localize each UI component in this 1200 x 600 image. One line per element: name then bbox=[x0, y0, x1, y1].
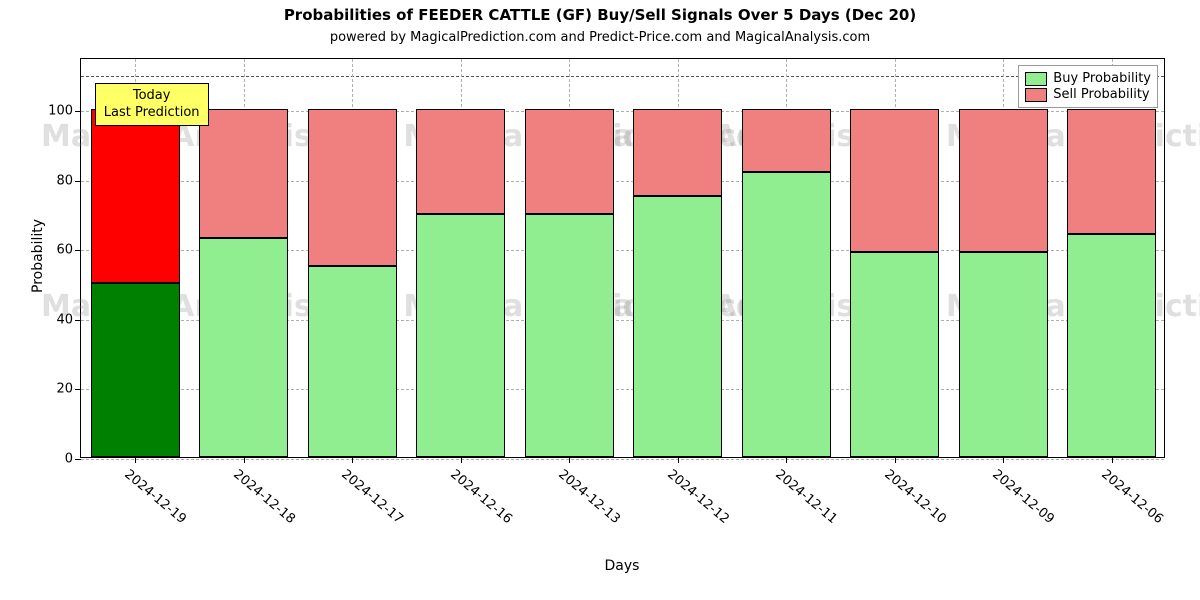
plot-area: MagicalAnalysis.com MagicalPrediction.co… bbox=[80, 58, 1165, 458]
bar-sell bbox=[525, 109, 614, 213]
chart-title: Probabilities of FEEDER CATTLE (GF) Buy/… bbox=[0, 6, 1200, 24]
xtick-label: 2024-12-12 bbox=[664, 467, 732, 527]
x-axis-label: Days bbox=[605, 558, 640, 574]
ytick-mark bbox=[75, 111, 81, 112]
legend-item: Sell Probability bbox=[1025, 87, 1151, 102]
bar-buy bbox=[742, 172, 831, 457]
bar-sell bbox=[1067, 109, 1156, 234]
xtick-label: 2024-12-18 bbox=[230, 467, 298, 527]
xtick-mark bbox=[1003, 457, 1004, 463]
ytick-label: 40 bbox=[56, 312, 73, 327]
bar-buy bbox=[525, 214, 614, 457]
xtick-mark bbox=[786, 457, 787, 463]
legend: Buy ProbabilitySell Probability bbox=[1018, 65, 1158, 108]
xtick-label: 2024-12-16 bbox=[447, 467, 515, 527]
ytick-label: 100 bbox=[48, 104, 73, 119]
ytick-label: 20 bbox=[56, 382, 73, 397]
bar-group bbox=[850, 57, 939, 457]
annotation-line-1: Today bbox=[104, 88, 200, 104]
bar-sell bbox=[199, 109, 288, 238]
legend-item: Buy Probability bbox=[1025, 71, 1151, 86]
bar-buy bbox=[199, 238, 288, 457]
xtick-mark bbox=[461, 457, 462, 463]
y-axis-label: Probability bbox=[30, 219, 46, 293]
ytick-label: 60 bbox=[56, 243, 73, 258]
bar-buy bbox=[416, 214, 505, 457]
bar-buy bbox=[633, 196, 722, 457]
bar-group bbox=[525, 57, 614, 457]
bar-buy bbox=[1067, 234, 1156, 457]
xtick-label: 2024-12-06 bbox=[1098, 467, 1166, 527]
xtick-mark bbox=[135, 457, 136, 463]
ytick-mark bbox=[75, 181, 81, 182]
bar-group bbox=[742, 57, 831, 457]
xtick-label: 2024-12-10 bbox=[881, 467, 949, 527]
bar-sell bbox=[91, 109, 180, 283]
figure: Probabilities of FEEDER CATTLE (GF) Buy/… bbox=[0, 0, 1200, 600]
bar-buy bbox=[308, 266, 397, 457]
xtick-mark bbox=[352, 457, 353, 463]
xtick-mark bbox=[244, 457, 245, 463]
xtick-mark bbox=[895, 457, 896, 463]
ytick-mark bbox=[75, 459, 81, 460]
bar-sell bbox=[308, 109, 397, 266]
today-annotation: TodayLast Prediction bbox=[95, 83, 209, 126]
chart-subtitle: powered by MagicalPrediction.com and Pre… bbox=[0, 30, 1200, 45]
legend-label: Sell Probability bbox=[1053, 87, 1149, 102]
ytick-label: 80 bbox=[56, 173, 73, 188]
bar-sell bbox=[742, 109, 831, 172]
ytick-mark bbox=[75, 320, 81, 321]
bar-sell bbox=[959, 109, 1048, 252]
ytick-mark bbox=[75, 250, 81, 251]
bar-buy bbox=[91, 283, 180, 457]
legend-swatch bbox=[1025, 88, 1047, 102]
bar-sell bbox=[850, 109, 939, 252]
bar-group bbox=[416, 57, 505, 457]
bar-buy bbox=[959, 252, 1048, 457]
bar-group bbox=[1067, 57, 1156, 457]
ytick-mark bbox=[75, 389, 81, 390]
annotation-line-2: Last Prediction bbox=[104, 105, 200, 121]
xtick-label: 2024-12-13 bbox=[556, 467, 624, 527]
bar-buy bbox=[850, 252, 939, 457]
xtick-label: 2024-12-11 bbox=[773, 467, 841, 527]
legend-swatch bbox=[1025, 72, 1047, 86]
bar-group bbox=[308, 57, 397, 457]
plot-inner: MagicalAnalysis.com MagicalPrediction.co… bbox=[81, 59, 1164, 457]
ytick-label: 0 bbox=[65, 452, 73, 467]
xtick-label: 2024-12-19 bbox=[122, 467, 190, 527]
xtick-mark bbox=[678, 457, 679, 463]
bar-sell bbox=[633, 109, 722, 196]
bar-group bbox=[199, 57, 288, 457]
bar-group bbox=[959, 57, 1048, 457]
xtick-mark bbox=[1112, 457, 1113, 463]
xtick-label: 2024-12-09 bbox=[990, 467, 1058, 527]
bar-sell bbox=[416, 109, 505, 213]
bar-group bbox=[633, 57, 722, 457]
legend-label: Buy Probability bbox=[1053, 71, 1151, 86]
xtick-mark bbox=[569, 457, 570, 463]
xtick-label: 2024-12-17 bbox=[339, 467, 407, 527]
